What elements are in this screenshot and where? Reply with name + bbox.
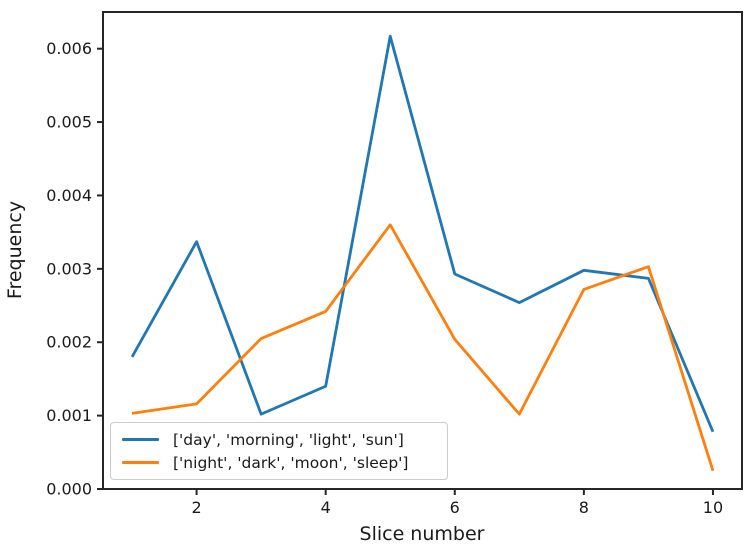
- series-line-1: [131, 223, 715, 472]
- y-axis-label: Frequency: [4, 201, 26, 299]
- legend-label-night-series: ['night', 'dark', 'moon', 'sleep']: [173, 453, 409, 472]
- x-tick-label: 8: [579, 498, 589, 517]
- plot-border: [102, 11, 743, 490]
- y-tick-label: 0.002: [46, 333, 92, 352]
- legend-label-day-series: ['day', 'morning', 'light', 'sun']: [173, 430, 404, 449]
- legend-item: ['night', 'dark', 'moon', 'sleep']: [122, 451, 436, 474]
- y-tick-label: 0.004: [46, 186, 92, 205]
- y-tick-label: 0.005: [46, 113, 92, 132]
- y-tick-label: 0.001: [46, 406, 92, 425]
- series-line-0: [130, 34, 715, 433]
- x-tick-label: 2: [191, 498, 201, 517]
- legend: ['day', 'morning', 'light', 'sun'] ['nig…: [110, 422, 448, 480]
- y-tick-label: 0.000: [46, 480, 92, 499]
- legend-line-swatch-day-series: [122, 438, 159, 441]
- x-axis-ticks: 2 4 6 8 10: [191, 489, 723, 517]
- series-lines: [130, 34, 715, 472]
- legend-item: ['day', 'morning', 'light', 'sun']: [122, 428, 436, 451]
- x-tick-label: 10: [703, 498, 723, 517]
- y-tick-label: 0.006: [46, 39, 92, 58]
- legend-line-swatch-night-series: [122, 461, 159, 464]
- y-axis-ticks: 0.000 0.001 0.002 0.003 0.004 0.005 0.006: [46, 39, 103, 499]
- x-axis-label: Slice number: [360, 523, 485, 545]
- x-tick-label: 6: [450, 498, 460, 517]
- x-tick-label: 4: [321, 498, 331, 517]
- y-tick-label: 0.003: [46, 259, 92, 278]
